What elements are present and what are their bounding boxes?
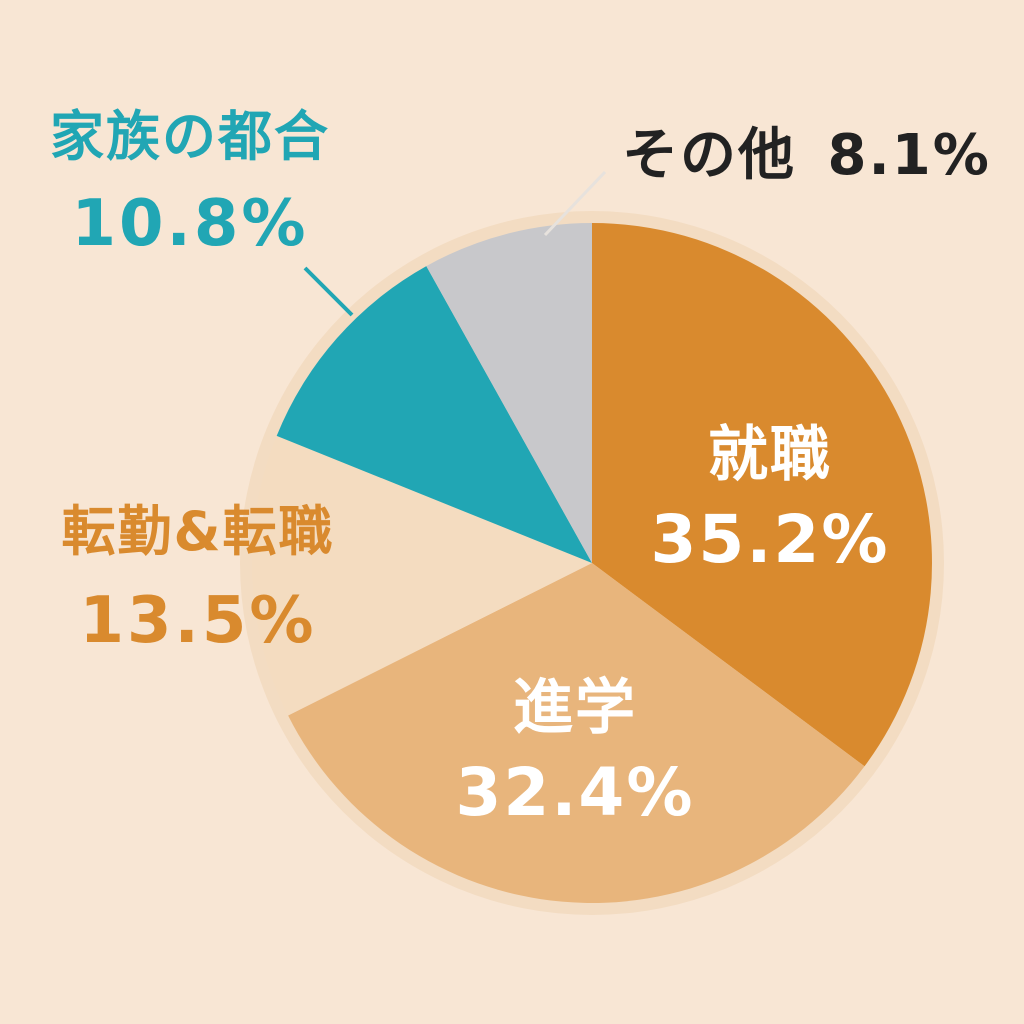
slice-name-other: その他 [622,123,796,188]
slice-value-transfer: 13.5% [79,584,317,658]
slice-family [276,266,592,563]
slice-value-employment: 35.2% [650,501,890,578]
slice-transfer [251,435,592,716]
callout-line-family [303,266,354,317]
slice-name-transfer: 転勤&転職 [61,500,335,563]
slice-name-employment: 就職 [708,420,832,490]
slice-other [426,223,592,563]
slice-name-family: 家族の都合 [50,105,330,168]
slice-value-other: 8.1% [827,123,991,188]
slice-label-family: 家族の都合 10.8% [5,105,375,261]
callout-line-other [543,170,607,237]
slice-label-employment: 就職 35.2% [640,425,900,573]
slice-value-family: 10.8% [71,187,309,261]
slice-employment [592,223,932,767]
slice-further-study [288,563,865,904]
slice-name-further-study: 進学 [513,673,637,743]
slice-label-transfer: 転勤&転職 13.5% [18,500,378,658]
slice-label-further-study: 進学 32.4% [445,678,705,826]
slice-value-further-study: 32.4% [455,754,695,831]
slice-label-other: その他 8.1% [622,128,991,184]
